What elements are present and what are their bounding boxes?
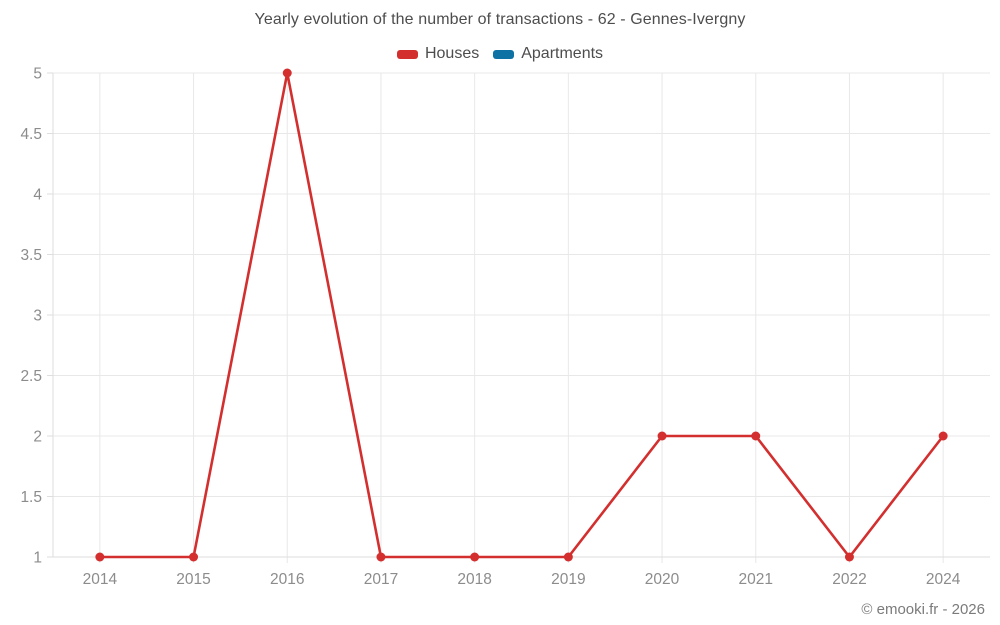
x-tick-label: 2022: [832, 571, 866, 588]
series-line-houses: [98, 71, 945, 559]
legend-label: Apartments: [521, 45, 604, 62]
y-tick-label: 3: [33, 308, 42, 325]
data-point-houses-2022[interactable]: [844, 552, 854, 562]
y-tick-label: 4: [33, 187, 42, 204]
x-tick-label: 2014: [83, 571, 118, 588]
data-point-houses-2016[interactable]: [282, 68, 292, 78]
legend-item-houses[interactable]: Houses: [396, 45, 480, 63]
legend-swatch-houses: [396, 49, 418, 59]
data-point-houses-2017[interactable]: [376, 552, 386, 562]
data-point-houses-2019[interactable]: [563, 552, 573, 562]
data-point-houses-2015[interactable]: [189, 552, 199, 562]
data-point-houses-2021[interactable]: [751, 431, 761, 441]
legend-swatch-apartments: [493, 49, 515, 59]
data-point-houses-2024[interactable]: [938, 431, 948, 441]
x-tick-label: 2015: [176, 571, 210, 588]
x-tick-label: 2016: [270, 571, 304, 588]
chart-title: Yearly evolution of the number of transa…: [254, 11, 746, 28]
x-tick-label: 2021: [739, 571, 773, 588]
x-tick-label: 2019: [551, 571, 585, 588]
y-tick-label: 5: [33, 66, 42, 83]
x-tick-label: 2017: [364, 571, 398, 588]
data-point-houses-2014[interactable]: [95, 552, 105, 562]
chart-legend: Houses Apartments: [0, 45, 1000, 63]
x-tick-label: 2024: [926, 571, 961, 588]
data-point-houses-2020[interactable]: [657, 431, 667, 441]
y-tick-label: 2.5: [20, 368, 42, 385]
x-tick-label: 2018: [457, 571, 491, 588]
y-tick-label: 4.5: [20, 126, 42, 143]
copyright-note: © emooki.fr - 2026: [861, 601, 985, 618]
y-tick-label: 1: [33, 550, 42, 567]
data-point-houses-2018[interactable]: [470, 552, 480, 562]
x-tick-label: 2020: [645, 571, 680, 588]
y-tick-label: 1.5: [20, 489, 42, 506]
y-tick-label: 3.5: [20, 247, 42, 264]
legend-item-apartments[interactable]: Apartments: [493, 45, 603, 63]
y-tick-label: 2: [33, 429, 42, 446]
legend-label: Houses: [424, 45, 480, 62]
